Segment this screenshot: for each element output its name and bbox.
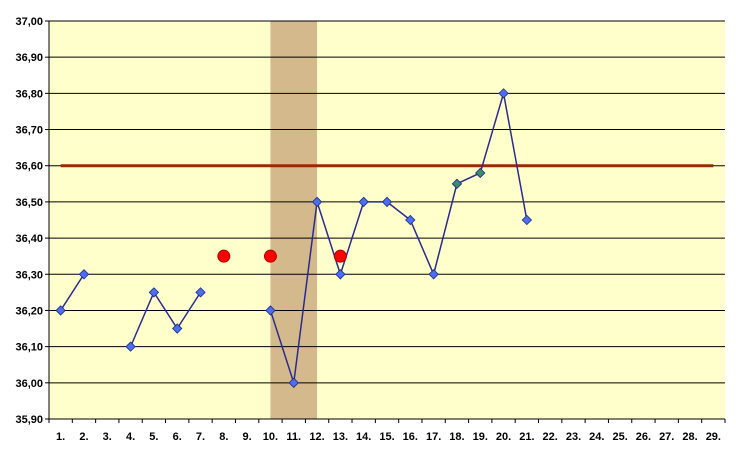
x-tick-label: 3.	[103, 431, 112, 443]
y-tick-label: 36,20	[15, 305, 43, 317]
data-point-7	[195, 287, 206, 298]
data-point-16	[405, 214, 416, 226]
red-marker-10	[263, 249, 277, 263]
y-tick-label: 36,40	[15, 233, 43, 245]
shaded-band	[270, 21, 318, 419]
x-tick-label: 13.	[333, 431, 348, 443]
gridlines	[49, 20, 725, 384]
y-tick-label: 36,70	[15, 125, 43, 137]
x-tick-label: 26.	[636, 431, 651, 443]
x-tick-label: 14.	[356, 431, 371, 443]
data-point-4	[125, 341, 136, 352]
data-point-1	[55, 305, 66, 316]
data-point-18	[451, 178, 463, 189]
x-tick-label: 25.	[612, 431, 627, 443]
red-marker-8	[217, 249, 231, 263]
data-point-19	[475, 167, 486, 179]
series-layer	[55, 88, 533, 388]
series-line-0	[60, 93, 528, 384]
x-tick-label: 27.	[659, 431, 674, 443]
x-tick-label: 8.	[219, 431, 228, 443]
x-tick-label: 2.	[79, 431, 88, 443]
x-tick-label: 20.	[496, 431, 511, 443]
x-tick-label: 28.	[682, 431, 697, 443]
x-tick-label: 23.	[566, 431, 581, 443]
x-tick-label: 5.	[149, 431, 158, 443]
x-tick-label: 7.	[196, 431, 205, 443]
data-point-15	[381, 196, 393, 208]
data-point-11	[288, 377, 299, 388]
y-tick-label: 36,90	[15, 52, 43, 64]
data-point-17	[428, 269, 439, 280]
plot-area	[49, 21, 725, 419]
x-tick-labels: 1. 2. 3. 4. 5. 6. 7. 8. 9. 10. 11. 12. 13. 14. 15. 16. 1…	[56, 431, 721, 443]
x-tick-label: 29.	[706, 431, 721, 443]
red-marker-layer	[217, 249, 347, 263]
x-tick-label: 10.	[263, 431, 278, 443]
x-tick-label: 22.	[543, 431, 558, 443]
y-tick-label: 36,10	[15, 342, 43, 354]
y-tick-label: 37,00	[15, 16, 43, 28]
x-tick-label: 4.	[126, 431, 135, 443]
data-point-21	[521, 214, 533, 226]
axis-layer	[45, 20, 726, 423]
y-tick-label: 36,50	[15, 197, 43, 209]
x-tick-label: 21.	[519, 431, 534, 443]
shaded-band-layer	[270, 21, 318, 419]
y-tick-label: 36,30	[15, 269, 43, 281]
x-tick-label: 19.	[473, 431, 488, 443]
x-tick-label: 18.	[449, 431, 464, 443]
data-point-5	[148, 287, 160, 298]
data-point-14	[358, 196, 369, 208]
x-tick-label: 6.	[173, 431, 182, 443]
x-tick-label: 9.	[243, 431, 252, 443]
x-tick-label: 15.	[379, 431, 394, 443]
x-tick-label: 11.	[286, 431, 301, 443]
y-tick-label: 36,60	[15, 161, 43, 173]
x-tick-label: 16.	[403, 431, 418, 443]
data-point-2	[78, 269, 90, 280]
data-point-10	[265, 305, 276, 316]
y-tick-label: 36,00	[15, 378, 43, 390]
data-point-20	[498, 88, 509, 99]
y-tick-label: 35,90	[15, 414, 43, 426]
y-tick-label: 36,80	[15, 88, 43, 100]
x-tick-label: 1.	[56, 431, 65, 443]
x-tick-label: 17.	[426, 431, 441, 443]
x-tick-label: 12.	[309, 431, 324, 443]
y-tick-labels: 35,90 36,00 36,10 36,20 36,30 36,40 36,50 36,60…	[15, 16, 43, 426]
red-marker-13	[333, 249, 347, 263]
data-point-13	[335, 269, 346, 280]
x-tick-label: 24.	[589, 431, 604, 443]
data-point-6	[172, 323, 183, 334]
data-point-12	[311, 196, 323, 208]
